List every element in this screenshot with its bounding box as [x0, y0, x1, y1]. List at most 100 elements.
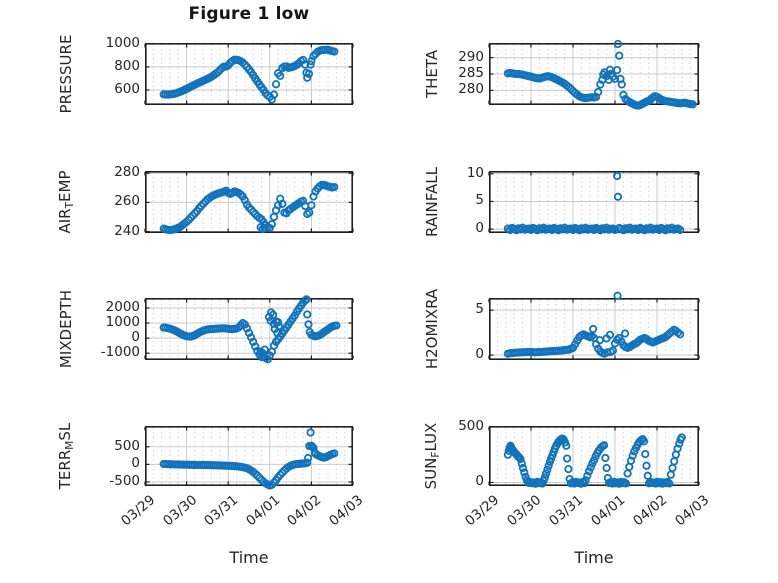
plot-svg — [144, 43, 354, 106]
y-axis-label-text: PRESSURE — [57, 34, 75, 114]
y-tick-label: 10 — [466, 164, 484, 181]
y-axis-label: AIRTEMP — [56, 171, 76, 234]
y-tick-label: -1000 — [100, 344, 140, 361]
y-tick-label: 260 — [114, 193, 140, 210]
grid-minor — [496, 172, 692, 232]
grid-minor — [152, 427, 346, 485]
plot-svg — [488, 426, 700, 488]
data-markers — [503, 39, 697, 110]
axis-border — [145, 426, 353, 487]
y-axis-label-text: MIXDEPTH — [57, 289, 75, 369]
subplot-terr_msl — [144, 426, 354, 490]
y-tick-label: 240 — [114, 222, 140, 239]
data-markers — [159, 45, 339, 104]
data-markers — [159, 180, 339, 235]
y-tick-label: 800 — [114, 57, 140, 74]
y-axis-label-text: LUX — [422, 422, 440, 452]
y-axis-label-text: H2OMIXRA — [423, 288, 441, 370]
axis-border — [489, 171, 699, 234]
y-axis-label-text: RAINFALL — [423, 167, 441, 237]
y-axis-label-subscript: F — [430, 451, 442, 458]
plot-svg — [144, 171, 354, 235]
subplot-mixdepth — [144, 295, 354, 364]
data-markers — [159, 428, 339, 490]
y-axis-label: THETA — [423, 50, 441, 98]
data-markers — [503, 433, 686, 488]
x-tick-label: 04/02 — [630, 492, 671, 530]
subplot-sun_flux — [488, 426, 700, 488]
plot-svg — [144, 295, 354, 364]
y-tick-label: 0 — [131, 329, 140, 346]
y-tick-label: 0 — [475, 220, 484, 237]
subplot-theta — [488, 39, 700, 110]
y-tick-label: 600 — [114, 80, 140, 97]
y-tick-label: 500 — [114, 437, 140, 454]
tick-marks — [144, 427, 354, 485]
x-tick-label: 03/29 — [462, 492, 503, 530]
data-markers — [503, 171, 685, 235]
y-axis-label-text: THETA — [423, 49, 441, 99]
x-axis-title-right: Time — [574, 548, 614, 567]
y-tick-label: 0 — [475, 346, 484, 363]
y-tick-label: -500 — [109, 472, 140, 489]
y-axis-label: TERRMSL — [56, 423, 76, 489]
y-tick-label: 290 — [458, 48, 484, 65]
y-tick-label: 0 — [475, 473, 484, 490]
figure-title: Figure 1 low — [188, 4, 310, 24]
y-tick-label: 280 — [458, 81, 484, 98]
axis-border — [145, 298, 353, 361]
tick-marks — [488, 44, 700, 104]
subplot-pressure — [144, 43, 354, 106]
x-tick-label: 04/03 — [326, 492, 367, 530]
y-tick-label: 5 — [475, 301, 484, 318]
tick-marks — [488, 172, 700, 232]
x-tick-label: 04/01 — [588, 492, 629, 530]
x-tick-label: 04/03 — [672, 492, 713, 530]
tick-marks — [488, 299, 700, 359]
y-tick-label: 5 — [475, 192, 484, 209]
grid-minor — [496, 44, 692, 104]
grid-minor — [496, 299, 692, 359]
axis-border — [489, 298, 699, 361]
plot-svg — [144, 426, 354, 490]
subplot-air_temp — [144, 171, 354, 235]
x-tick-label: 04/01 — [242, 492, 284, 530]
x-tick-label: 03/31 — [546, 492, 587, 530]
y-tick-label: 280 — [114, 164, 140, 181]
y-axis-label-text: AIR — [56, 208, 74, 234]
y-axis-label: H2OMIXRA — [423, 289, 441, 369]
x-axis-title-left: Time — [229, 548, 269, 567]
x-tick-label: 04/02 — [284, 492, 325, 530]
y-axis-label-text: EMP — [56, 170, 74, 202]
subplot-rainfall — [488, 171, 700, 235]
y-axis-label: SUNFLUX — [422, 423, 442, 490]
x-tick-label: 03/30 — [504, 492, 545, 530]
y-axis-label: RAINFALL — [423, 167, 441, 237]
y-axis-label-text: SUN — [422, 457, 440, 490]
x-tick-label: 03/30 — [159, 492, 200, 530]
y-axis-label-subscript: T — [64, 201, 76, 209]
y-axis-label: PRESSURE — [57, 35, 75, 114]
y-axis-label-text: TERR — [56, 449, 74, 490]
y-tick-label: 285 — [458, 65, 484, 81]
x-tick-label: 03/29 — [118, 492, 159, 530]
y-tick-label: 1000 — [105, 314, 140, 331]
y-axis-label-subscript: M — [64, 440, 76, 450]
y-tick-label: 500 — [458, 417, 484, 434]
tick-marks — [144, 299, 354, 359]
axis-border — [145, 171, 353, 234]
axis-border — [489, 426, 699, 487]
axis-border — [489, 43, 699, 106]
grid-major — [489, 171, 699, 233]
data-markers — [503, 291, 685, 358]
y-tick-label: 0 — [131, 455, 140, 472]
plot-svg — [488, 39, 700, 110]
plot-svg — [488, 171, 700, 235]
y-tick-label: 1000 — [105, 34, 140, 51]
y-axis-label-text: SL — [56, 422, 74, 441]
plot-svg — [488, 291, 700, 361]
subplot-h2omixra — [488, 291, 700, 361]
x-tick-label: 03/31 — [201, 492, 242, 530]
y-axis-label: MIXDEPTH — [57, 290, 75, 368]
